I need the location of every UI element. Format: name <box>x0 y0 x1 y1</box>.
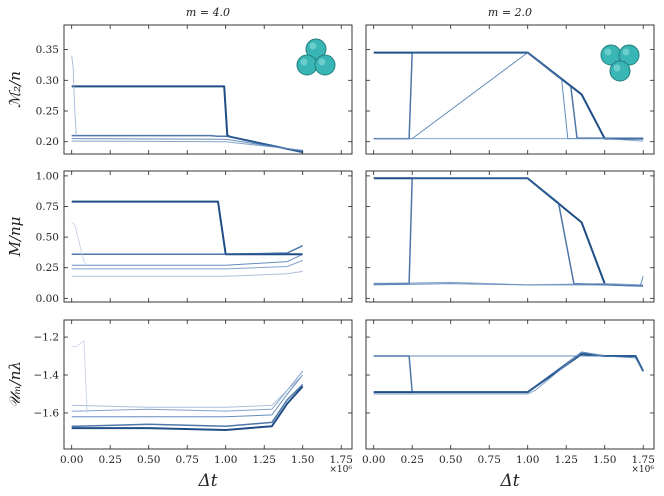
series-line <box>71 245 304 256</box>
x-multiplier: ×10⁶ <box>329 465 352 475</box>
series-line <box>373 281 644 286</box>
x-axis-label: Δt <box>499 471 519 491</box>
series-line <box>373 351 644 393</box>
series-group <box>71 340 304 431</box>
series-line <box>71 383 304 427</box>
series-line <box>71 140 303 151</box>
panel-r0-c1 <box>365 24 655 155</box>
x-tick-label: 0.25 <box>401 454 424 466</box>
x-tick-label: 1.75 <box>330 454 353 466</box>
y-tick-label: −1.2 <box>34 332 60 344</box>
y-axis-label: ℳ₂/n <box>6 71 24 108</box>
y-tick-label: 0.25 <box>36 106 59 118</box>
series-line <box>373 138 644 142</box>
series-group <box>373 51 644 142</box>
series-group <box>373 351 645 395</box>
y-tick-label: −1.6 <box>34 407 60 419</box>
y-tick-label: 0.75 <box>36 201 59 213</box>
y-tick-label: 0.35 <box>36 44 59 56</box>
three-sphere-cluster-icon <box>600 44 640 82</box>
series-line <box>373 351 605 395</box>
x-multiplier: ×10⁶ <box>631 465 654 475</box>
y-tick-label: 1.00 <box>36 170 59 182</box>
plot-frame <box>365 170 655 303</box>
series-group <box>373 177 644 287</box>
panel-r1-c1 <box>365 170 655 303</box>
y-tick-label: 0.25 <box>36 262 59 274</box>
x-tick-label: 0.50 <box>439 454 462 466</box>
x-tick-label: 0.00 <box>362 454 385 466</box>
series-line <box>71 374 304 408</box>
plot-frame <box>63 24 353 155</box>
y-tick-label: 0.50 <box>36 232 59 244</box>
x-tick-label: 1.50 <box>291 454 314 466</box>
series-line <box>71 340 88 414</box>
column-title: m = 2.0 <box>488 6 532 19</box>
panel-r0-c0: 0.20 0.25 0.30 0.35 <box>36 24 353 155</box>
panel-r2-c0: 0.00 0.25 0.50 0.75 1.00 1.25 1.50 1.75 −1.6 −1.4… <box>34 319 353 466</box>
y-axis-label: 𝒰ₘ/nλ <box>6 361 24 408</box>
plot-frame <box>63 170 353 303</box>
series-line <box>71 134 303 153</box>
y-tick-label: 0.00 <box>36 293 59 305</box>
x-tick-label: 1.00 <box>516 454 539 466</box>
series-line <box>71 374 304 418</box>
series-line <box>71 253 303 266</box>
x-tick-label: 0.75 <box>478 454 501 466</box>
series-line <box>71 270 303 277</box>
panel-r1-c0: 0.00 0.25 0.50 0.75 1.00 <box>36 170 353 305</box>
x-tick-label: 1.25 <box>253 454 276 466</box>
x-tick-label: 0.75 <box>176 454 199 466</box>
column-title: m = 4.0 <box>186 6 230 19</box>
series-line <box>71 385 304 431</box>
x-tick-label: 0.00 <box>60 454 83 466</box>
x-tick-label: 0.50 <box>137 454 160 466</box>
x-tick-label: 1.75 <box>632 454 655 466</box>
series-line <box>373 177 644 287</box>
plot-frame <box>365 319 655 450</box>
panel-r2-c1: 0.00 0.25 0.50 0.75 1.00 1.25 1.50 1.75 <box>362 319 655 466</box>
series-line <box>71 55 77 136</box>
y-tick-label: −1.4 <box>34 370 60 382</box>
y-axis-label: M/nμ <box>6 217 24 258</box>
three-sphere-cluster-icon <box>296 38 336 76</box>
series-group <box>71 55 303 154</box>
x-tick-label: 0.25 <box>99 454 122 466</box>
x-tick-label: 1.00 <box>214 454 237 466</box>
y-tick-label: 0.20 <box>36 136 59 148</box>
x-axis-label: Δt <box>197 471 217 491</box>
series-line <box>71 259 303 270</box>
series-line <box>71 138 303 152</box>
series-line <box>71 222 88 267</box>
series-group <box>71 200 304 277</box>
y-tick-label: 0.30 <box>36 75 59 87</box>
x-tick-label: 1.50 <box>593 454 616 466</box>
x-tick-label: 1.25 <box>555 454 578 466</box>
series-line <box>373 355 644 372</box>
